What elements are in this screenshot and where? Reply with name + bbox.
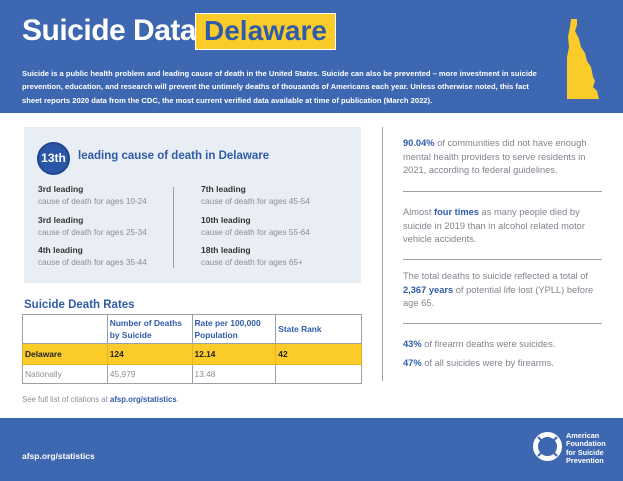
logo-line: for Suicide (566, 447, 604, 457)
table-header-row: Number of Deaths by Suicide Rate per 100… (22, 314, 362, 344)
citation-text: See full list of citations at (22, 395, 110, 404)
leading-item: 3rd leading cause of death for ages 25-34 (38, 215, 147, 237)
fact-text: Almost (403, 207, 434, 217)
column-divider (173, 187, 174, 268)
leading-desc: cause of death for ages 10-24 (38, 197, 147, 206)
leading-rank: 10th leading (201, 215, 251, 225)
table-cell: 42 (275, 343, 362, 365)
delaware-map-icon (567, 19, 599, 99)
logo-line: Prevention (566, 455, 604, 465)
table-cell: 124 (106, 343, 193, 365)
fact-divider (403, 259, 602, 260)
fact-item: 90.04% of communities did not have enoug… (403, 137, 603, 178)
table-cell: Delaware (22, 343, 108, 365)
leading-rank: 4th leading (38, 245, 83, 255)
citation-note: See full list of citations at afsp.org/s… (22, 395, 179, 404)
table-cell: 12.14 (191, 343, 277, 365)
fact-highlight: 90.04% (403, 138, 435, 148)
fact-item: The total deaths to suicide reflected a … (403, 270, 603, 311)
intro-text: Suicide is a public health problem and l… (22, 69, 537, 105)
citation-suffix: . (176, 395, 179, 404)
state-name-badge: Delaware (195, 13, 336, 50)
leading-item: 18th leading cause of death for ages 65+ (201, 245, 303, 267)
fact-item: Almost four times as many people died by… (403, 206, 603, 247)
afsp-logo-text: American Foundation for Suicide Preventi… (566, 431, 606, 465)
table-row-delaware: Delaware 124 12.14 42 (22, 343, 362, 365)
leading-rank: 7th leading (201, 184, 246, 194)
fact-text: as many people died by suicide in 2019 t… (403, 207, 585, 244)
fact-highlight: 43% (403, 339, 422, 349)
leading-item: 4th leading cause of death for ages 35-44 (38, 245, 147, 267)
citation-link[interactable]: afsp.org/statistics (109, 395, 177, 404)
fact-highlight: four times (434, 207, 479, 217)
leading-desc: cause of death for ages 65+ (201, 258, 303, 267)
leading-rank: 3rd leading (38, 215, 84, 225)
fact-text: of all suicides were by firearms. (421, 358, 554, 368)
life-ring-logo-icon (533, 432, 562, 461)
leading-item: 7th leading cause of death for ages 45-54 (201, 184, 310, 206)
footer-link[interactable]: afsp.org/statistics (22, 451, 95, 461)
header-cell: State Rank (275, 314, 362, 344)
header-cell: Number of Deaths by Suicide (106, 314, 193, 344)
table-cell (275, 364, 362, 384)
fact-text: of firearm deaths were suicides. (421, 339, 556, 349)
leading-desc: cause of death for ages 25-34 (38, 228, 147, 237)
leading-cause-panel (24, 127, 361, 283)
table-cell: 45,979 (106, 364, 193, 384)
logo-line: Foundation (566, 439, 606, 449)
table-cell: 13.48 (191, 364, 277, 384)
fact-text: of communities did not have enough menta… (403, 138, 587, 175)
leading-desc: cause of death for ages 45-54 (201, 197, 310, 206)
table-cell: Nationally (22, 364, 108, 384)
fact-divider (403, 323, 602, 324)
fact-text: of potential life lost (YPLL) before age… (403, 284, 594, 309)
section-divider (382, 127, 383, 381)
leading-item: 10th leading cause of death for ages 55-6… (201, 215, 310, 237)
rank-label: leading cause of death in Delaware (78, 150, 270, 162)
fact-highlight: 47% (403, 358, 422, 368)
page-title: Suicide Data: (22, 14, 206, 47)
leading-desc: cause of death for ages 55-64 (201, 228, 310, 237)
footer-banner (0, 418, 623, 481)
header-cell (22, 314, 108, 344)
fact-item: 43% of firearm deaths were suicides. (403, 338, 603, 352)
leading-desc: cause of death for ages 35-44 (38, 258, 147, 267)
leading-item: 3rd leading cause of death for ages 10-24 (38, 184, 147, 206)
fact-item: 47% of all suicides were by firearms. (403, 357, 603, 371)
leading-rank: 3rd leading (38, 184, 84, 194)
logo-line: American (566, 431, 600, 440)
rank-badge: 13th (37, 142, 70, 175)
rates-title: Suicide Death Rates (24, 299, 135, 311)
leading-rank: 18th leading (201, 245, 251, 255)
header-cell: Rate per 100,000 Population (191, 314, 277, 344)
fact-divider (403, 191, 602, 192)
rates-table: Number of Deaths by Suicide Rate per 100… (22, 314, 362, 384)
fact-text: The total deaths to suicide reflected a … (403, 271, 589, 281)
fact-highlight: 2,367 years (403, 284, 454, 295)
table-row-national: Nationally 45,979 13.48 (22, 364, 362, 384)
